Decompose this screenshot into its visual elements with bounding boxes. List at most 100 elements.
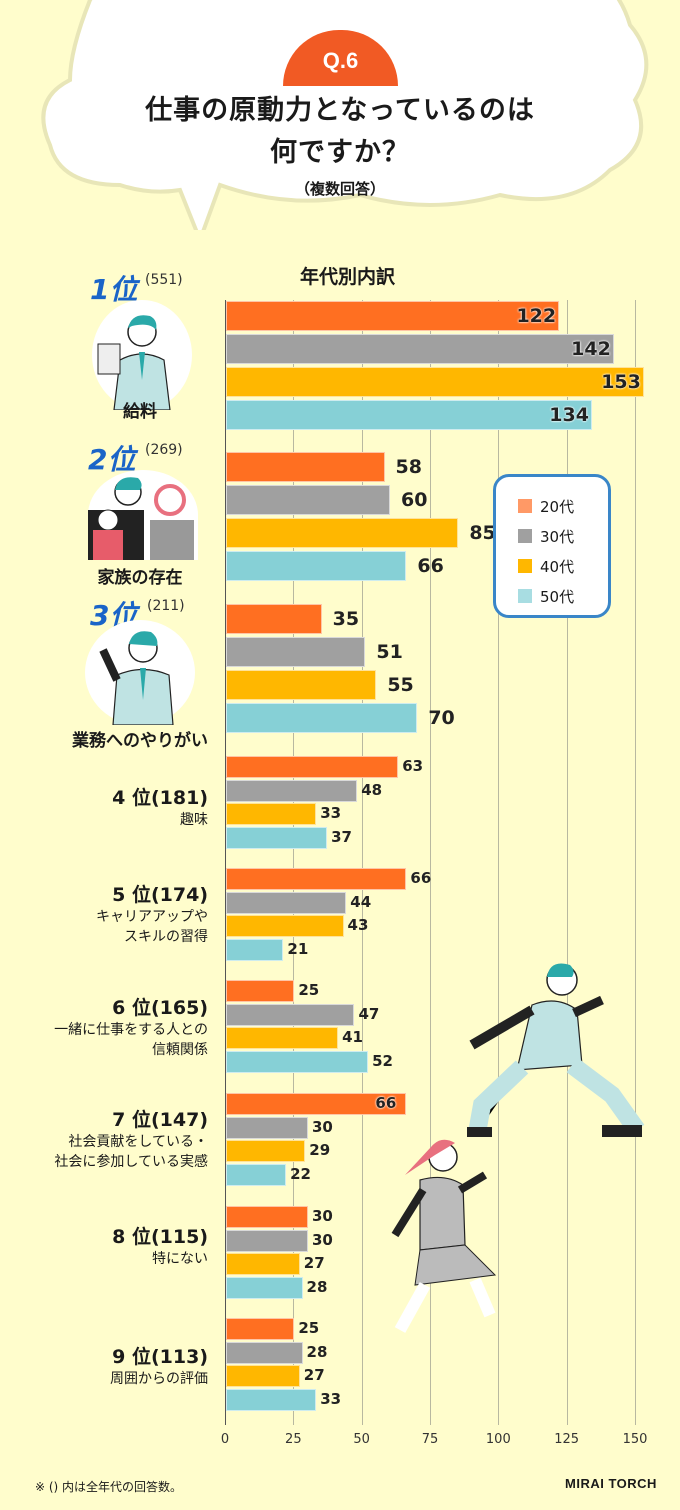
running-man-illustration	[467, 963, 645, 1137]
bar-value-label: 55	[387, 674, 414, 696]
rank-9-item-label: 周囲からの評価	[110, 1371, 208, 1387]
bar-value-label: 70	[428, 707, 455, 729]
bar-50代	[226, 1276, 303, 1299]
bar-value-label: 122	[516, 305, 557, 327]
bar-value-label: 22	[290, 1164, 311, 1183]
rank-6-block: 6 位(165) 一緒に仕事をする人との 信頼関係	[54, 993, 208, 1060]
rank-9-block: 9 位(113) 周囲からの評価	[110, 1342, 208, 1389]
gridline	[430, 300, 431, 1425]
bar-30代	[226, 1229, 308, 1252]
bar-20代	[226, 868, 407, 890]
bar-30代	[226, 779, 358, 802]
bar-value-label: 66	[375, 1094, 397, 1112]
bar-value-label: 25	[298, 1319, 320, 1337]
rank-6-count: (165)	[150, 997, 208, 1019]
bar-value-label: 29	[309, 1141, 331, 1159]
bar-value-label: 134	[549, 404, 589, 426]
rank-8-count: (115)	[150, 1226, 208, 1248]
bar-20代	[226, 452, 385, 482]
legend-swatch-icon	[518, 559, 532, 573]
bar-value-label: 48	[361, 780, 383, 799]
bar-value-label: 52	[372, 1051, 393, 1070]
page-subtitle: （複数回答）	[294, 180, 385, 198]
bar-40代	[226, 1253, 300, 1275]
bar-50代	[226, 400, 593, 430]
rank-5-block: 5 位(174) キャリアアップや スキルの習得	[96, 880, 208, 947]
bar-40代	[226, 915, 344, 937]
bar-40代	[226, 1365, 300, 1387]
x-tick-label: 150	[622, 1432, 648, 1447]
legend-swatch-icon	[518, 499, 532, 513]
rank-8-item-label: 特にない	[152, 1251, 208, 1267]
rank-7-block: 7 位(147) 社会貢献をしている・ 社会に参加している実感	[54, 1105, 208, 1172]
rank-4-label: 4 位	[112, 787, 151, 809]
rank-6-item-label: 一緒に仕事をする人との 信頼関係	[54, 1022, 208, 1058]
bar-value-label: 30	[312, 1230, 333, 1249]
bar-value-label: 27	[303, 1254, 325, 1272]
salary-person-illustration	[92, 300, 192, 411]
rank-9-label: 9 位	[112, 1346, 151, 1368]
bar-50代	[226, 703, 418, 733]
bar-50代	[226, 1050, 369, 1073]
bar-40代	[226, 803, 317, 825]
bar-40代	[226, 1027, 339, 1049]
gridline	[498, 300, 500, 1425]
bar-50代	[226, 1163, 287, 1186]
y-axis-line	[225, 300, 226, 1425]
x-tick-label: 50	[353, 1432, 370, 1447]
bar-50代	[226, 938, 284, 961]
rank-2-count: (269)	[145, 442, 183, 458]
bar-value-label: 25	[298, 981, 320, 999]
bar-20代	[226, 301, 560, 331]
rank-7-item-label: 社会貢献をしている・ 社会に参加している実感	[54, 1134, 208, 1170]
bar-value-label: 41	[342, 1028, 363, 1046]
rank-2-item-label: 家族の存在	[97, 568, 183, 588]
bar-value-label: 142	[571, 338, 611, 360]
rank-8-block: 8 位(115) 特にない	[112, 1222, 208, 1269]
rank-8-label: 8 位	[112, 1226, 151, 1248]
legend-swatch-icon	[518, 529, 532, 543]
bar-value-label: 35	[332, 608, 360, 630]
running-woman-illustration	[391, 1139, 497, 1333]
rank-4-item-label: 趣味	[180, 812, 208, 828]
rank-1-item-label: 給料	[123, 402, 157, 422]
x-tick-label: 125	[554, 1432, 580, 1447]
bar-value-label: 60	[401, 489, 428, 511]
bar-20代	[226, 1206, 308, 1228]
gridline	[635, 300, 636, 1425]
bar-20代	[226, 604, 322, 634]
rank-7-count: (147)	[150, 1109, 208, 1131]
bar-value-label: 30	[312, 1207, 333, 1225]
legend-item-30s: 30代	[518, 521, 608, 551]
bar-40代	[226, 518, 459, 548]
person-with-money-icon	[97, 315, 171, 411]
rank-7-label: 7 位	[112, 1109, 151, 1131]
bar-value-label: 37	[331, 827, 352, 846]
bar-value-label: 33	[320, 804, 342, 822]
bar-30代	[226, 485, 390, 515]
chart-legend: 20代 30代 40代 50代	[493, 474, 611, 618]
gridline	[361, 300, 363, 1425]
bar-value-label: 27	[303, 1366, 325, 1384]
bar-30代	[226, 637, 366, 667]
bar-30代	[226, 1003, 355, 1026]
bar-value-label: 43	[347, 916, 369, 934]
rank-5-item-label: キャリアアップや スキルの習得	[96, 909, 208, 945]
bar-value-label: 63	[402, 757, 424, 775]
rank-5-count: (174)	[150, 884, 208, 906]
rank-4-count: (181)	[150, 787, 208, 809]
speech-cloud	[41, 0, 649, 230]
bar-50代	[226, 826, 328, 849]
rank-6-label: 6 位	[112, 997, 151, 1019]
bar-value-label: 21	[287, 939, 309, 958]
bar-value-label: 44	[350, 892, 372, 911]
bar-30代	[226, 1116, 308, 1139]
rank-3-item-label: 業務へのやりがい	[72, 731, 208, 751]
rank-3-count: (211)	[147, 598, 185, 614]
family-illustration	[84, 470, 198, 560]
x-tick-label: 100	[485, 1432, 511, 1447]
bar-value-label: 33	[320, 1389, 342, 1408]
bar-50代	[226, 551, 407, 581]
brand-logo: MIRAI TORCH	[565, 1476, 657, 1491]
bar-20代	[226, 756, 399, 778]
